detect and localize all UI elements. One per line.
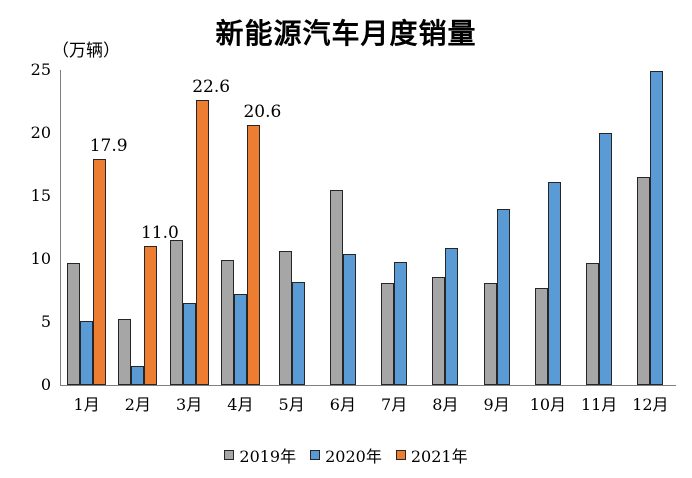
y-tick-label: 0 [40, 375, 51, 394]
month-group: 9月 [471, 70, 522, 414]
bar-2021年 [195, 100, 209, 385]
month-group: 12月 [625, 70, 676, 414]
legend-label: 2019年 [239, 447, 297, 466]
month-group: 5月 [266, 70, 317, 414]
bar-2020年 [547, 182, 561, 385]
y-tick-label: 15 [30, 186, 51, 205]
x-axis-label: 4月 [227, 395, 254, 414]
bar-2019年 [329, 189, 343, 385]
x-axis-label: 9月 [483, 395, 510, 414]
x-axis-label: 8月 [432, 395, 459, 414]
bar-2019年 [637, 177, 651, 385]
bar-2020年 [80, 320, 94, 385]
month-group: 3月 22.6 [164, 70, 230, 414]
bar-2019年 [381, 282, 395, 385]
bar-2020年 [233, 294, 247, 385]
month-group: 6月 [317, 70, 368, 414]
bar-2020年 [131, 366, 145, 385]
month-group: 8月 [420, 70, 471, 414]
x-axis-label: 3月 [176, 395, 203, 414]
bar-groups: 1月 17.9 2月 11.0 3月 22.6 4月 20.6 5月 6月 7月 8月 9月 10月 11月… [61, 70, 676, 414]
bar-2019年 [534, 287, 548, 385]
bar-2021年 [246, 125, 260, 385]
x-axis-label: 6月 [329, 395, 356, 414]
data-label: 11.0 [140, 223, 179, 244]
bar-2019年 [67, 262, 81, 385]
bar-2020年 [445, 247, 459, 385]
legend-marker-icon [395, 450, 406, 460]
bar-2020年 [650, 71, 664, 385]
x-axis-label: 11月 [580, 395, 618, 414]
x-axis-label: 7月 [381, 395, 408, 414]
data-label: 17.9 [89, 136, 128, 157]
bar-2019年 [432, 276, 446, 385]
month-group: 7月 [369, 70, 420, 414]
bar-2019年 [483, 282, 497, 385]
month-group: 11月 [574, 70, 625, 414]
legend-item: 2021年 [395, 443, 468, 467]
month-group: 2月 11.0 [112, 70, 179, 414]
legend: 2019年 2020年 2021年 [0, 443, 692, 467]
legend-item: 2019年 [224, 443, 296, 467]
bar-2020年 [182, 303, 196, 385]
bar-2019年 [220, 260, 234, 385]
y-tick-label: 25 [30, 60, 51, 79]
bar-2020年 [599, 133, 613, 385]
month-group: 4月 20.6 [215, 70, 281, 414]
plot-area: 1月 17.9 2月 11.0 3月 22.6 4月 20.6 5月 6月 7月 8月 9月 10月 11月… [31, 60, 676, 414]
y-axis-unit-label: （万辆） [52, 41, 120, 61]
x-axis-label: 2月 [124, 395, 151, 414]
data-label: 20.6 [243, 102, 282, 123]
bar-2020年 [291, 281, 305, 385]
bar-2019年 [118, 319, 132, 385]
bar-2019年 [278, 251, 292, 385]
bar-2021年 [144, 246, 158, 385]
x-axis-label: 10月 [529, 395, 567, 414]
bar-2019年 [169, 240, 183, 385]
legend-marker-icon [310, 450, 321, 460]
legend-label: 2020年 [325, 447, 382, 466]
bar-2020年 [496, 208, 510, 385]
bar-2020年 [342, 253, 356, 385]
bar-2021年 [93, 159, 107, 385]
data-label: 22.6 [192, 77, 231, 98]
chart-title: 新能源汽车月度销量 [215, 17, 477, 50]
month-group: 1月 17.9 [61, 70, 128, 414]
legend-item: 2020年 [310, 443, 382, 467]
y-tick-label: 10 [30, 249, 51, 268]
y-tick-label: 5 [40, 312, 51, 331]
x-axis-label: 12月 [632, 395, 669, 414]
y-tick-label: 20 [30, 123, 51, 142]
x-axis-label: 5月 [278, 395, 305, 414]
legend-marker-icon [224, 450, 235, 460]
bar-2019年 [586, 262, 600, 385]
x-axis-label: 1月 [73, 395, 100, 414]
bar-2020年 [394, 261, 408, 385]
month-group: 10月 [522, 70, 573, 414]
legend-label: 2021年 [410, 447, 468, 466]
